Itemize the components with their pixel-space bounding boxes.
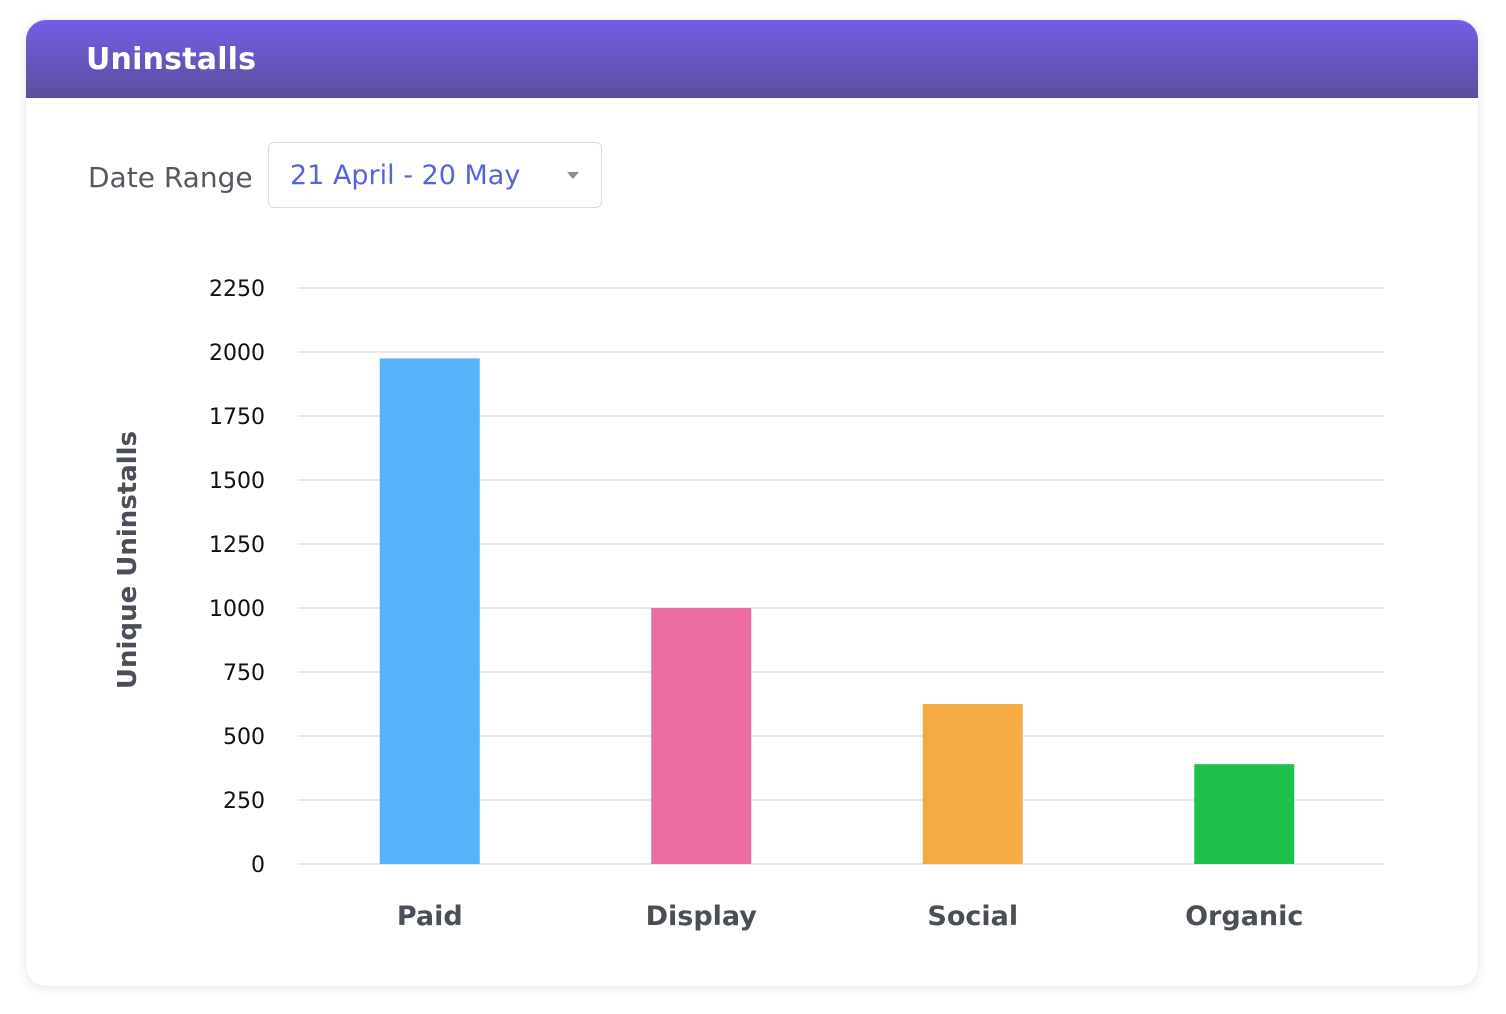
bar-social[interactable] (922, 704, 1023, 864)
y-axis-title: Unique Uninstalls (113, 431, 143, 689)
x-tick-label: Social (927, 901, 1018, 932)
y-tick-label: 1000 (209, 597, 265, 622)
chevron-down-icon (567, 172, 579, 179)
y-tick-label: 750 (223, 661, 265, 686)
card-header: Uninstalls (26, 20, 1478, 98)
y-tick-label: 1750 (209, 405, 265, 430)
date-range-label: Date Range (88, 161, 253, 194)
y-tick-label: 2000 (209, 341, 265, 366)
bars (379, 358, 1295, 864)
y-tick-label: 500 (223, 725, 265, 750)
y-tick-label: 0 (251, 853, 265, 878)
y-tick-label: 2250 (209, 277, 265, 302)
bar-paid[interactable] (379, 358, 480, 864)
card-title: Uninstalls (86, 42, 257, 77)
y-tick-label: 1250 (209, 533, 265, 558)
bar-organic[interactable] (1194, 764, 1295, 864)
bar-display[interactable] (651, 608, 752, 864)
y-axis-ticks: 0 250 500 750 1000 1250 1500 1750 2000 2250 (209, 277, 265, 878)
y-tick-label: 250 (223, 789, 265, 814)
uninstalls-card: Uninstalls Date Range 21 April - 20 May (26, 20, 1478, 986)
date-range-select[interactable]: 21 April - 20 May (268, 142, 602, 208)
y-tick-label: 1500 (209, 469, 265, 494)
x-axis-labels: Paid Display Social Organic (397, 901, 1304, 932)
x-tick-label: Paid (397, 901, 463, 932)
x-tick-label: Organic (1185, 901, 1303, 932)
x-tick-label: Display (646, 901, 758, 932)
date-range-value: 21 April - 20 May (290, 160, 521, 191)
